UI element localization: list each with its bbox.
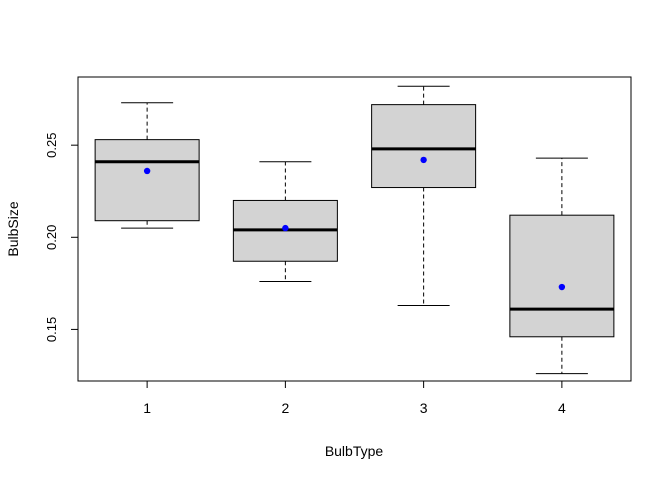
box-iqr [371, 104, 477, 189]
box-group-2 [232, 161, 338, 283]
box-group-4 [509, 157, 615, 375]
x-axis: 1 2 3 4 [143, 380, 566, 416]
x-axis-label: BulbType [325, 443, 384, 459]
y-tick-label: 0.20 [44, 225, 59, 250]
mean-point [420, 156, 427, 164]
y-tick-label: 0.25 [44, 133, 59, 158]
mean-point [143, 167, 151, 175]
x-tick-label: 1 [143, 400, 151, 416]
y-tick-label: 0.15 [44, 317, 59, 342]
boxes-layer [94, 85, 615, 375]
box-group-3 [371, 85, 477, 306]
mean-point [558, 283, 566, 291]
box-iqr [94, 139, 200, 222]
box-group-1 [94, 102, 200, 229]
y-axis-label: BulbSize [5, 201, 21, 256]
x-tick-label: 2 [281, 400, 289, 416]
box-iqr [509, 214, 615, 338]
x-tick-label: 3 [420, 400, 428, 416]
y-axis: 0.15 0.20 0.25 [44, 133, 79, 342]
x-tick-label: 4 [558, 400, 566, 416]
mean-point [282, 224, 289, 232]
